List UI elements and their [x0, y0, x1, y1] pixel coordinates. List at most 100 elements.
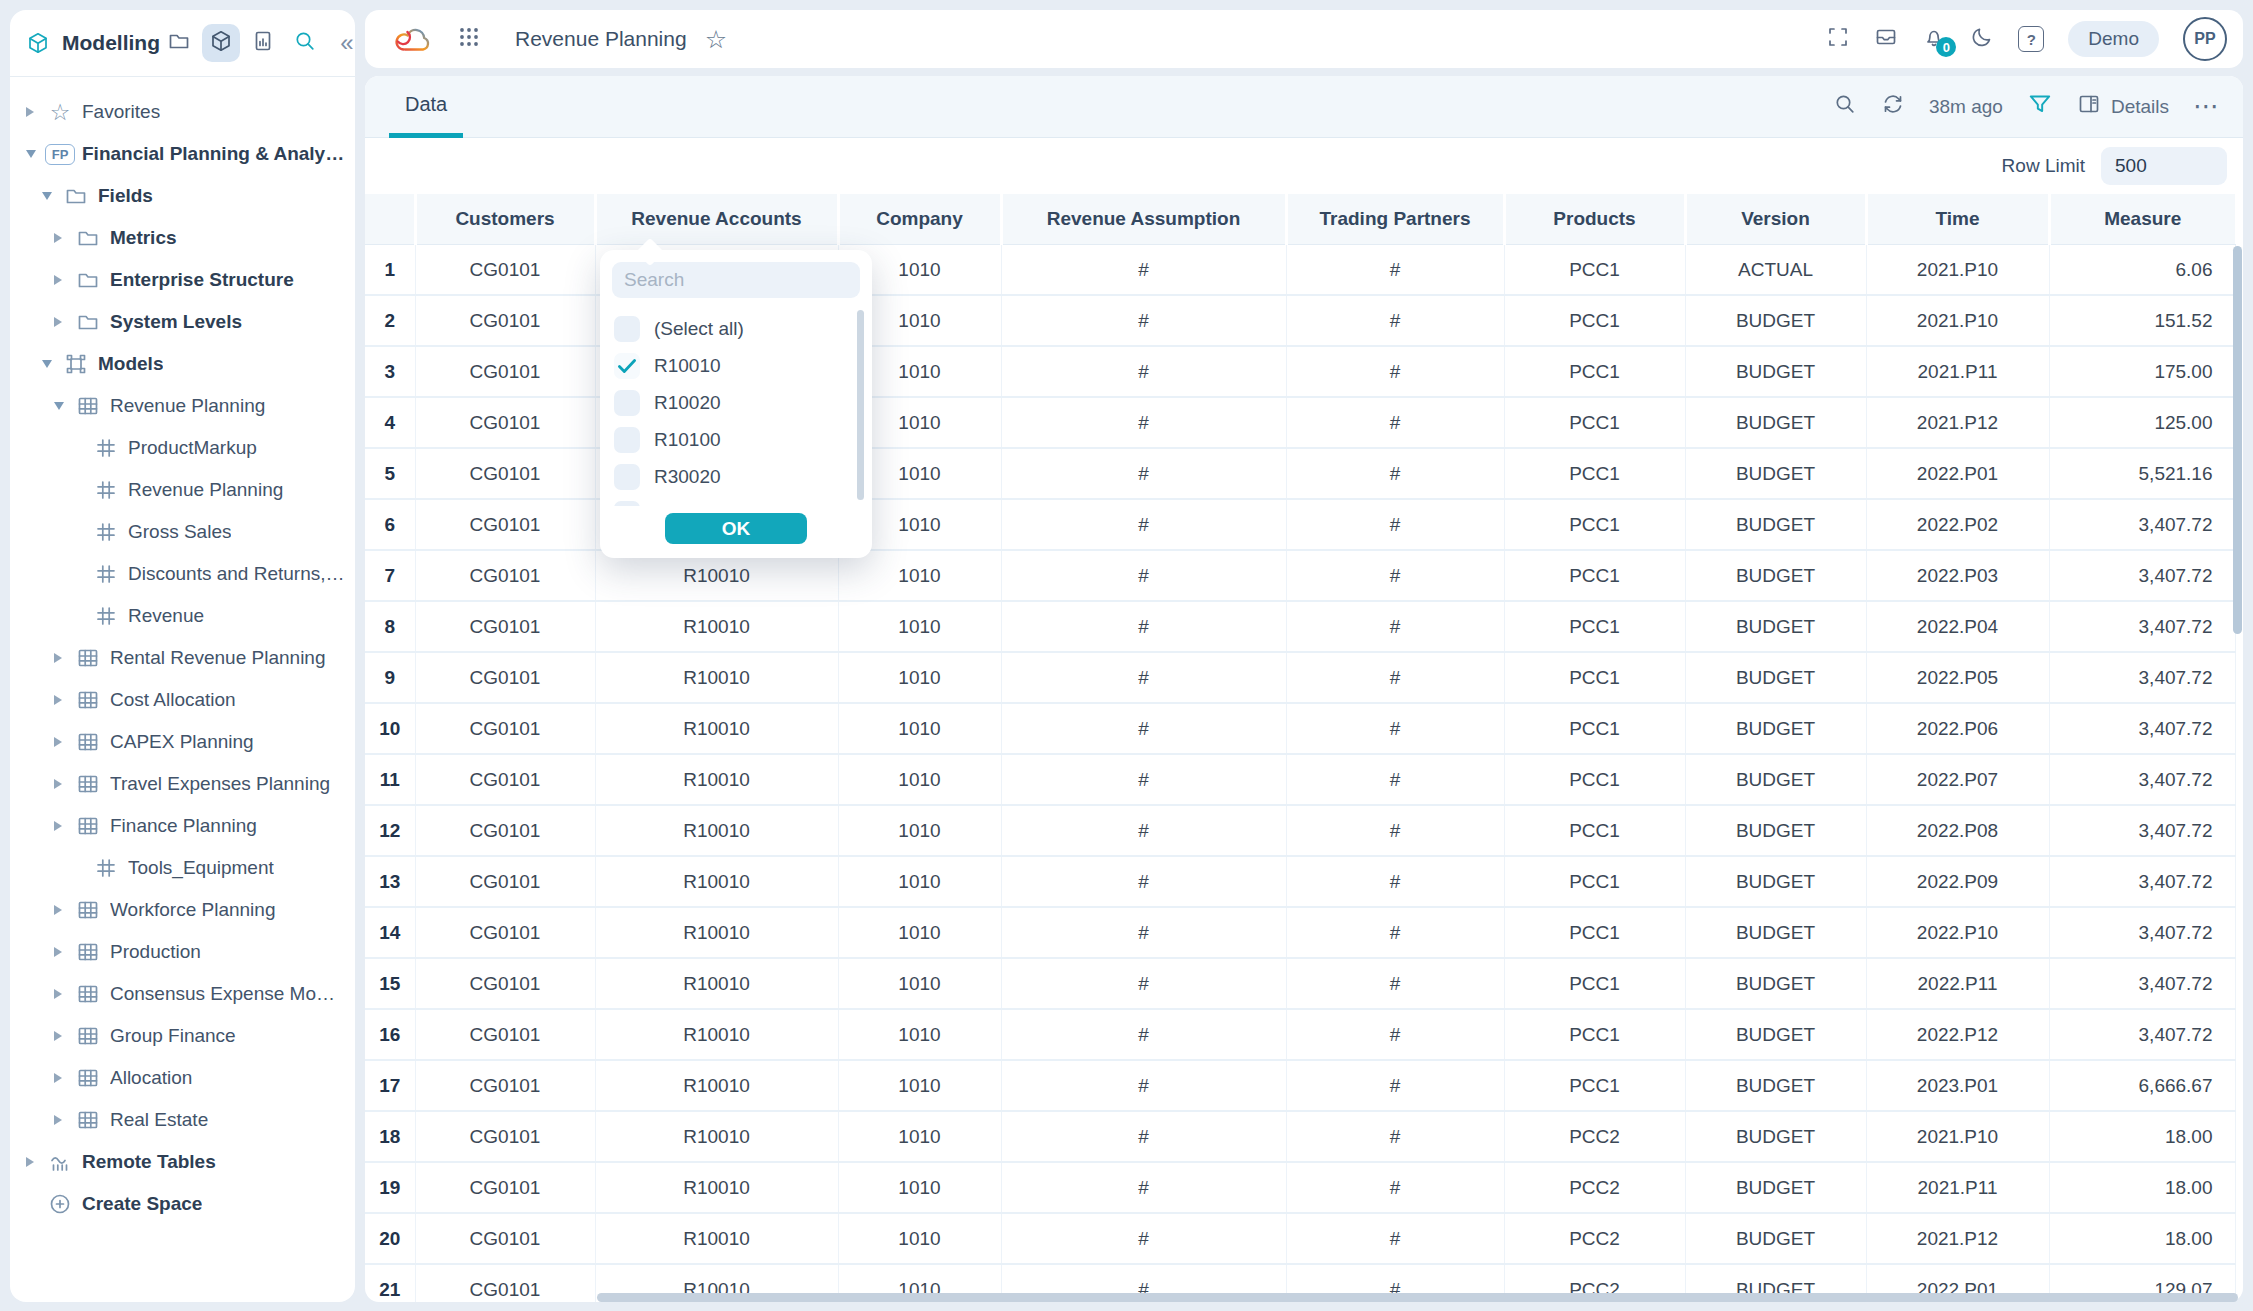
details-button[interactable]: Details [2077, 92, 2169, 121]
column-header-measure[interactable]: Measure [2049, 194, 2235, 245]
expander-collapsed-icon[interactable] [26, 107, 43, 117]
filter-option-r30020[interactable]: R30020 [614, 458, 858, 495]
table-search-button[interactable] [1833, 92, 1857, 121]
row-number-cell: 11 [365, 754, 415, 805]
checkbox-checked-icon[interactable] [614, 353, 640, 379]
cell: 5,521.16 [2049, 448, 2235, 499]
column-header-customers[interactable]: Customers [415, 194, 595, 245]
cell: 3,407.72 [2049, 754, 2235, 805]
column-header-company[interactable]: Company [838, 194, 1001, 245]
row-limit-input[interactable] [2101, 147, 2227, 185]
sidebar-item-metrics[interactable]: Metrics [16, 217, 349, 259]
filter-ok-button[interactable]: OK [665, 513, 807, 544]
expander-collapsed-icon[interactable] [54, 275, 71, 285]
filter-option-r10020[interactable]: R10020 [614, 384, 858, 421]
report-view-button[interactable] [244, 24, 282, 62]
expander-collapsed-icon[interactable] [54, 1115, 71, 1125]
checkbox-icon[interactable] [614, 390, 640, 416]
sidebar-item-enterprise-structure[interactable]: Enterprise Structure [16, 259, 349, 301]
page-title: Revenue Planning [515, 27, 687, 51]
fullscreen-button[interactable] [1826, 25, 1850, 53]
sidebar-item-real-estate[interactable]: Real Estate [16, 1099, 349, 1141]
expander-collapsed-icon[interactable] [54, 989, 71, 999]
sidebar-item-revenue-planning[interactable]: Revenue Planning [16, 385, 349, 427]
inbox-button[interactable] [1874, 25, 1898, 53]
tab-data[interactable]: Data [389, 76, 463, 138]
expander-collapsed-icon[interactable] [54, 1031, 71, 1041]
expander-collapsed-icon[interactable] [54, 905, 71, 915]
column-header-revenue-accounts[interactable]: Revenue Accounts [595, 194, 838, 245]
refresh-button[interactable] [1881, 92, 1905, 121]
sidebar-item-gross-sales[interactable]: Gross Sales [16, 511, 349, 553]
sidebar-search-button[interactable] [286, 24, 324, 62]
expander-collapsed-icon[interactable] [54, 737, 71, 747]
sidebar-item-system-levels[interactable]: System Levels [16, 301, 349, 343]
sidebar-item-allocation[interactable]: Allocation [16, 1057, 349, 1099]
sidebar-item-financial-planning-analysis[interactable]: FPFinancial Planning & Analysis [16, 133, 349, 175]
sidebar-item-favorites[interactable]: ☆Favorites [16, 91, 349, 133]
sidebar-item-productmarkup[interactable]: ProductMarkup [16, 427, 349, 469]
sidebar-item-models[interactable]: Models [16, 343, 349, 385]
more-menu-button[interactable]: ⋯ [2193, 101, 2221, 111]
collapse-sidebar-button[interactable]: « [328, 24, 366, 62]
favorite-star-button[interactable]: ☆ [705, 27, 727, 52]
expander-collapsed-icon[interactable] [54, 947, 71, 957]
sidebar-item-cost-allocation[interactable]: Cost Allocation [16, 679, 349, 721]
cell: CG0101 [415, 1162, 595, 1213]
filter-search-input[interactable] [612, 262, 860, 298]
apps-grid-button[interactable] [457, 25, 481, 53]
sidebar-item-revenue[interactable]: Revenue [16, 595, 349, 637]
sidebar-item-revenue-planning[interactable]: Revenue Planning [16, 469, 349, 511]
expander-collapsed-icon[interactable] [54, 233, 71, 243]
sidebar-item-discounts-and-returns-c[interactable]: Discounts and Returns, C… [16, 553, 349, 595]
column-header-version[interactable]: Version [1685, 194, 1866, 245]
filter-button[interactable] [2027, 91, 2053, 122]
sidebar-item-capex-planning[interactable]: CAPEX Planning [16, 721, 349, 763]
checkbox-icon[interactable] [614, 464, 640, 490]
cell: # [1286, 550, 1504, 601]
help-button[interactable]: ? [2018, 26, 2044, 52]
expander-expanded-icon[interactable] [54, 402, 71, 410]
checkbox-icon[interactable] [614, 427, 640, 453]
sidebar-item-production[interactable]: Production [16, 931, 349, 973]
expander-expanded-icon[interactable] [42, 360, 59, 368]
expander-collapsed-icon[interactable] [54, 317, 71, 327]
sidebar-item-group-finance[interactable]: Group Finance [16, 1015, 349, 1057]
sidebar-item-create-space[interactable]: Create Space [16, 1183, 349, 1225]
filter-option-r10100[interactable]: R10100 [614, 421, 858, 458]
sidebar-item-finance-planning[interactable]: Finance Planning [16, 805, 349, 847]
column-header-products[interactable]: Products [1504, 194, 1685, 245]
sidebar-item-travel-expenses-planning[interactable]: Travel Expenses Planning [16, 763, 349, 805]
sidebar-item-rental-revenue-planning[interactable]: Rental Revenue Planning [16, 637, 349, 679]
notifications-button[interactable]: 0 [1922, 25, 1946, 53]
filter-option-select-all[interactable]: (Select all) [614, 310, 858, 347]
vertical-scrollbar[interactable] [2233, 246, 2242, 634]
expander-collapsed-icon[interactable] [54, 695, 71, 705]
expander-collapsed-icon[interactable] [54, 1073, 71, 1083]
column-header-revenue-assumption[interactable]: Revenue Assumption [1001, 194, 1286, 245]
avatar[interactable]: PP [2183, 17, 2227, 61]
model-view-button[interactable] [202, 24, 240, 62]
sidebar-item-remote-tables[interactable]: Remote Tables [16, 1141, 349, 1183]
filter-option-partial[interactable] [614, 495, 858, 506]
expander-expanded-icon[interactable] [26, 150, 43, 158]
column-header-time[interactable]: Time [1866, 194, 2049, 245]
dark-mode-button[interactable] [1970, 25, 1994, 53]
filter-list-scrollbar[interactable] [857, 310, 864, 500]
horizontal-scrollbar[interactable] [597, 1293, 2238, 1302]
expander-collapsed-icon[interactable] [54, 779, 71, 789]
sidebar-item-consensus-expense-mo[interactable]: Consensus Expense Mo… [16, 973, 349, 1015]
environment-badge[interactable]: Demo [2068, 21, 2159, 57]
folder-view-button[interactable] [160, 24, 198, 62]
column-header-trading-partners[interactable]: Trading Partners [1286, 194, 1504, 245]
sidebar-item-fields[interactable]: Fields [16, 175, 349, 217]
expander-expanded-icon[interactable] [42, 192, 59, 200]
checkbox-icon[interactable] [614, 316, 640, 342]
expander-collapsed-icon[interactable] [54, 821, 71, 831]
sidebar-item-tools-equipment[interactable]: Tools_Equipment [16, 847, 349, 889]
expander-collapsed-icon[interactable] [54, 653, 71, 663]
sidebar-item-workforce-planning[interactable]: Workforce Planning [16, 889, 349, 931]
filter-option-r10010[interactable]: R10010 [614, 347, 858, 384]
checkbox-icon[interactable] [614, 501, 640, 507]
expander-collapsed-icon[interactable] [26, 1157, 43, 1167]
